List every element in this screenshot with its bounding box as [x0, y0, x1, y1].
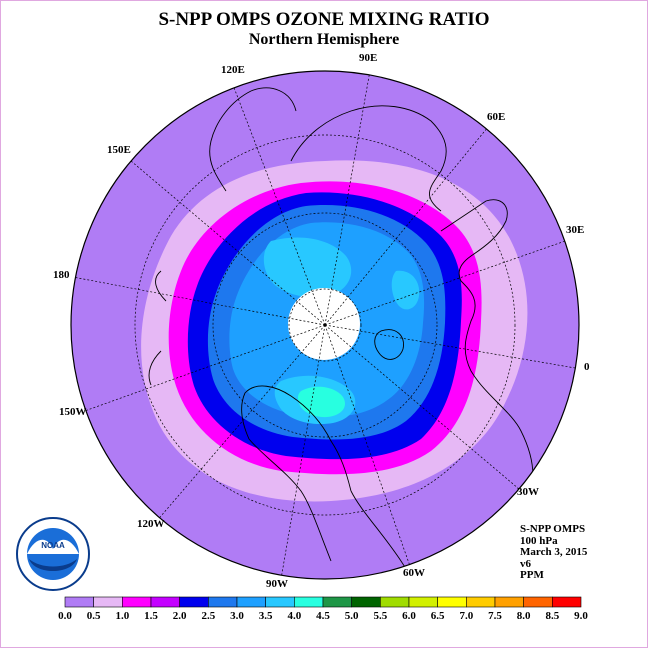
colorbar-swatch	[208, 596, 238, 608]
colorbar-tick-label: 5.0	[344, 610, 359, 622]
colorbar-tick-label: 4.5	[316, 610, 330, 622]
colorbar-tick-label: 5.5	[373, 610, 388, 622]
plot-title: S-NPP OMPS OZONE MIXING RATIO	[158, 9, 490, 30]
colorbar	[64, 596, 582, 608]
colorbar-tick-label: 4.0	[287, 610, 302, 622]
colorbar-tick-label: 6.0	[402, 610, 416, 622]
colorbar-swatch	[351, 596, 381, 608]
parallels	[134, 134, 516, 516]
info-date: March 3, 2015	[520, 546, 588, 558]
colorbar-tick-label: 1.0	[115, 610, 130, 622]
lon-label-150e: 150E	[107, 144, 131, 156]
lon-label-180: 180	[53, 269, 70, 281]
info-block: S-NPP OMPS 100 hPa March 3, 2015 v6 PPM	[520, 523, 588, 582]
colorbar-swatch	[122, 596, 152, 608]
colorbar-swatch	[552, 596, 582, 608]
colorbar-swatch	[265, 596, 295, 608]
colorbar-tick-label: 6.5	[430, 610, 445, 622]
lon-label-90e: 90E	[359, 52, 378, 64]
lon-label-30e: 30E	[566, 224, 585, 236]
colorbar-swatch	[494, 596, 524, 608]
colorbar-tick-label: 7.0	[459, 610, 474, 622]
colorbar-swatch	[380, 596, 410, 608]
info-level: 100 hPa	[520, 534, 558, 547]
colorbar-tick-label: 7.5	[488, 610, 502, 622]
lon-label-90w: 90W	[266, 578, 288, 590]
plot-subtitle: Northern Hemisphere	[248, 31, 400, 48]
colorbar-swatch	[150, 596, 180, 608]
info-version: v6	[520, 557, 531, 570]
colorbar-tick-label: 9.0	[574, 610, 588, 622]
coastlines	[148, 87, 534, 579]
colorbar-swatch	[236, 596, 266, 608]
band-aqua	[297, 386, 346, 418]
colorbar-swatch	[93, 596, 123, 608]
lon-label-30w: 30W	[517, 486, 539, 498]
lon-label-0: 0	[584, 361, 590, 373]
lon-label-60w: 60W	[403, 567, 425, 579]
colorbar-swatch	[408, 596, 438, 608]
colorbar-tick-label: 2.0	[172, 610, 187, 622]
colorbar-tick-label: 8.5	[545, 610, 560, 622]
lon-label-150w: 150W	[59, 406, 87, 418]
colorbar-tick-label: 0.5	[86, 610, 101, 622]
meridians	[72, 71, 579, 579]
colorbar-swatch	[179, 596, 209, 608]
colorbar-swatch	[466, 596, 496, 608]
lon-label-120e: 120E	[221, 64, 245, 76]
colorbar-tick-label: 8.0	[516, 610, 531, 622]
colorbar-tick-label: 3.5	[258, 610, 273, 622]
lon-label-120w: 120W	[137, 518, 165, 530]
colorbar-swatch	[294, 596, 324, 608]
lon-label-60e: 60E	[487, 111, 506, 123]
colorbar-swatch	[523, 596, 553, 608]
colorbar-tick-label: 0.0	[58, 610, 72, 622]
colorbar-tick-label: 1.5	[144, 610, 158, 622]
colorbar-swatch	[64, 596, 94, 608]
band-cyan	[263, 237, 420, 425]
info-instrument: S-NPP OMPS	[520, 523, 586, 535]
colorbar-swatch	[437, 596, 467, 608]
colorbar-tick-label: 3.0	[230, 610, 244, 622]
colorbar-swatch	[322, 596, 352, 608]
info-units: PPM	[520, 569, 544, 581]
colorbar-tick-label: 2.5	[201, 610, 216, 622]
